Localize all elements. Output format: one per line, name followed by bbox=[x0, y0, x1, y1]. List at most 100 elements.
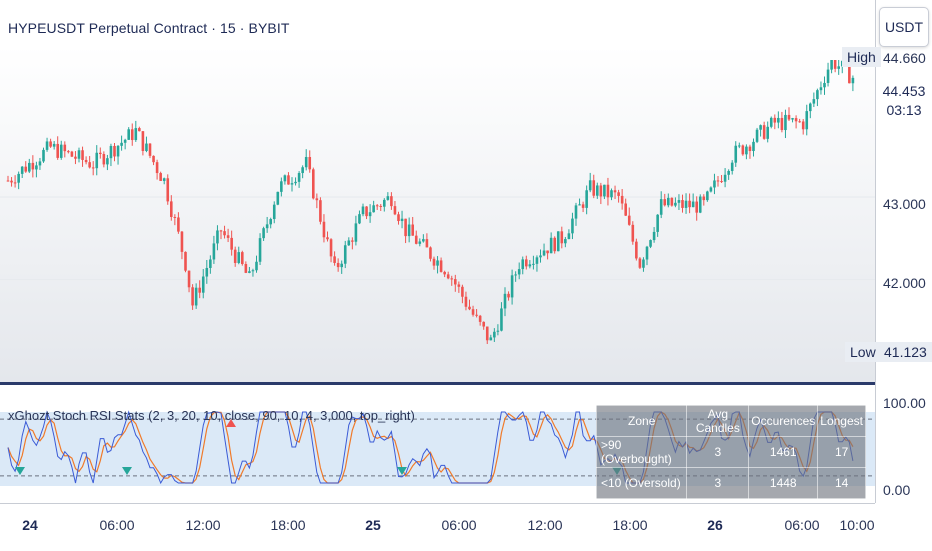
candle-body bbox=[123, 139, 127, 143]
candle-body bbox=[663, 199, 667, 206]
candle-body bbox=[759, 125, 762, 130]
candle-body bbox=[336, 262, 340, 268]
candle-body bbox=[38, 161, 42, 166]
candle-body bbox=[414, 235, 418, 244]
candle-body bbox=[468, 306, 471, 310]
candle-body bbox=[556, 231, 560, 252]
candle-body bbox=[471, 309, 475, 315]
currency-button[interactable]: USDT bbox=[879, 7, 929, 47]
candle-body bbox=[265, 224, 269, 229]
candle-body bbox=[528, 264, 532, 267]
signal-marker bbox=[226, 419, 236, 427]
candle-body bbox=[578, 204, 581, 206]
candle-body bbox=[184, 251, 187, 271]
candle-body bbox=[514, 274, 517, 276]
candle-body bbox=[361, 206, 365, 215]
candle-body bbox=[294, 181, 297, 184]
time-label: 26 bbox=[707, 517, 723, 533]
candle-body bbox=[209, 259, 212, 268]
indicator-title[interactable]: xGhozt Stoch RSI Stats (2, 3, 20, 10, cl… bbox=[8, 408, 415, 423]
candle-body bbox=[823, 82, 826, 88]
candle-body bbox=[500, 308, 503, 331]
candle-body bbox=[613, 190, 617, 193]
candle-body bbox=[244, 264, 248, 273]
signal-marker bbox=[15, 467, 25, 475]
candle-body bbox=[738, 145, 741, 147]
candle-body bbox=[677, 200, 681, 203]
candle-body bbox=[599, 185, 603, 197]
candle-body bbox=[532, 263, 535, 265]
candle-body bbox=[272, 204, 276, 220]
price-pane[interactable] bbox=[0, 0, 875, 382]
candle-body bbox=[258, 238, 262, 262]
candle-body bbox=[706, 191, 709, 201]
candle-body bbox=[159, 173, 162, 181]
candle-body bbox=[67, 151, 70, 153]
signal-marker bbox=[122, 467, 132, 475]
candle-body bbox=[592, 180, 596, 196]
candle-body bbox=[322, 221, 326, 238]
candle-body bbox=[780, 117, 784, 131]
candle-body bbox=[59, 144, 63, 158]
candle-body bbox=[805, 111, 809, 130]
time-label: 24 bbox=[22, 517, 38, 533]
candle-body bbox=[454, 279, 457, 285]
candle-body bbox=[326, 237, 329, 240]
candle-body bbox=[493, 331, 496, 338]
candle-body bbox=[319, 200, 322, 222]
candle-body bbox=[713, 180, 716, 188]
candle-body bbox=[542, 250, 546, 256]
candle-body bbox=[130, 129, 134, 141]
candle-body bbox=[833, 60, 837, 69]
candle-body bbox=[155, 162, 159, 174]
candle-body bbox=[329, 239, 333, 257]
candle-body bbox=[429, 247, 432, 259]
candle-body bbox=[191, 287, 194, 306]
time-label: 06:00 bbox=[784, 517, 820, 533]
candle-body bbox=[404, 218, 407, 237]
candle-body bbox=[794, 118, 798, 122]
candle-body bbox=[49, 141, 52, 147]
symbol-title: HYPEUSDT Perpetual Contract · 15 · BYBIT bbox=[8, 20, 290, 36]
candle-body bbox=[571, 218, 574, 234]
candle-body bbox=[145, 143, 148, 151]
candle-body bbox=[603, 184, 606, 197]
candle-body bbox=[730, 162, 734, 171]
time-label: 06:00 bbox=[99, 517, 135, 533]
candle-body bbox=[734, 145, 738, 163]
candle-body bbox=[201, 276, 205, 293]
candle-body bbox=[667, 197, 670, 206]
candle-body bbox=[74, 156, 77, 159]
candle-body bbox=[642, 259, 645, 268]
stats-header-occurences: Occurences bbox=[748, 405, 819, 437]
candle-body bbox=[581, 204, 585, 208]
candle-body bbox=[187, 270, 191, 288]
stats-occurences: 1461 bbox=[748, 436, 819, 468]
candle-body bbox=[13, 182, 17, 184]
low-value-label: 41.123 bbox=[879, 342, 932, 362]
pane-separator[interactable] bbox=[0, 382, 932, 385]
stats-longest: 14 bbox=[817, 467, 866, 499]
candle-body bbox=[70, 151, 74, 157]
candle-body bbox=[138, 128, 141, 132]
candle-body bbox=[436, 260, 439, 266]
candle-body bbox=[166, 178, 170, 202]
stats-row-oversold: <10 (Oversold) 3 1448 14 bbox=[595, 467, 866, 499]
stats-row-overbought: >90 (Overbought) 3 1461 17 bbox=[595, 436, 866, 468]
candle-body bbox=[35, 165, 38, 170]
candle-body bbox=[276, 191, 280, 205]
candle-body bbox=[237, 252, 241, 263]
candle-body bbox=[723, 174, 727, 182]
candle-body bbox=[627, 215, 631, 225]
candle-body bbox=[826, 69, 830, 83]
time-axis[interactable] bbox=[0, 503, 875, 551]
candle-body bbox=[84, 159, 88, 163]
candle-body bbox=[308, 156, 312, 170]
candle-body bbox=[383, 199, 386, 207]
time-label: 12:00 bbox=[185, 517, 221, 533]
candle-body bbox=[148, 143, 152, 156]
candle-body bbox=[255, 261, 258, 271]
candle-body bbox=[372, 205, 375, 213]
stats-occurences: 1448 bbox=[748, 467, 819, 499]
